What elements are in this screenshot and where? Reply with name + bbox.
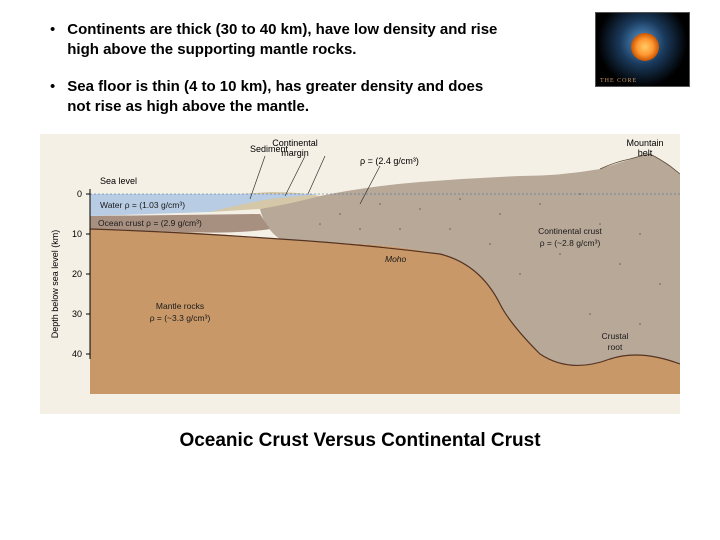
slide-content: THE CORE • Continents are thick (30 to 4… bbox=[0, 0, 720, 472]
svg-text:margin: margin bbox=[281, 148, 309, 158]
bullet-marker: • bbox=[50, 77, 55, 116]
svg-text:0: 0 bbox=[77, 189, 82, 199]
crust-diagram-svg: 0 10 20 30 40 Depth below sea level (km)… bbox=[40, 134, 680, 414]
core-movie-label: THE CORE bbox=[600, 78, 637, 84]
slide-subtitle: Oceanic Crust Versus Continental Crust bbox=[40, 430, 680, 452]
svg-text:Sea level: Sea level bbox=[100, 176, 137, 186]
svg-text:root: root bbox=[608, 342, 623, 352]
svg-text:10: 10 bbox=[72, 229, 82, 239]
svg-text:ρ = (~3.3 g/cm³): ρ = (~3.3 g/cm³) bbox=[150, 313, 211, 323]
svg-text:Continental crust: Continental crust bbox=[538, 226, 602, 236]
svg-text:Water ρ = (1.03 g/cm³): Water ρ = (1.03 g/cm³) bbox=[100, 200, 185, 210]
svg-text:belt: belt bbox=[638, 148, 653, 158]
core-movie-thumbnail: THE CORE bbox=[595, 12, 690, 87]
svg-text:Mantle rocks: Mantle rocks bbox=[156, 301, 204, 311]
svg-text:20: 20 bbox=[72, 269, 82, 279]
svg-text:Mountain: Mountain bbox=[626, 138, 663, 148]
svg-text:ρ = (2.4 g/cm³): ρ = (2.4 g/cm³) bbox=[360, 156, 419, 166]
bullet-text-1: Continents are thick (30 to 40 km), have… bbox=[67, 20, 507, 59]
bullet-item: • Sea floor is thin (4 to 10 km), has gr… bbox=[40, 77, 680, 116]
svg-text:40: 40 bbox=[72, 349, 82, 359]
svg-text:ρ = (~2.8 g/cm³): ρ = (~2.8 g/cm³) bbox=[540, 238, 601, 248]
svg-text:30: 30 bbox=[72, 309, 82, 319]
svg-text:Ocean crust ρ = (2.9 g/cm³): Ocean crust ρ = (2.9 g/cm³) bbox=[98, 218, 202, 228]
svg-text:Crustal: Crustal bbox=[602, 331, 629, 341]
svg-text:Moho: Moho bbox=[385, 254, 407, 264]
crust-diagram: 0 10 20 30 40 Depth below sea level (km)… bbox=[40, 134, 680, 414]
svg-text:Continental: Continental bbox=[272, 138, 318, 148]
bullet-marker: • bbox=[50, 20, 55, 59]
bullet-text-2: Sea floor is thin (4 to 10 km), has grea… bbox=[67, 77, 507, 116]
y-axis-label: Depth below sea level (km) bbox=[50, 230, 60, 339]
bullet-item: • Continents are thick (30 to 40 km), ha… bbox=[40, 20, 680, 59]
